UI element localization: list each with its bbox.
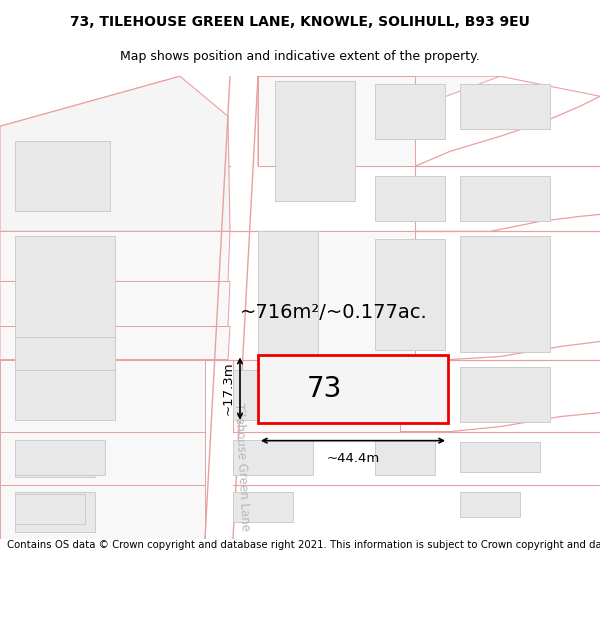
Bar: [233, 439, 313, 474]
Polygon shape: [0, 326, 230, 359]
Bar: [375, 439, 435, 474]
Polygon shape: [0, 281, 230, 326]
Polygon shape: [0, 76, 230, 231]
Bar: [375, 367, 445, 422]
Bar: [15, 447, 95, 477]
Bar: [375, 84, 445, 139]
Bar: [258, 354, 448, 422]
Bar: [460, 442, 540, 472]
Bar: [460, 236, 550, 351]
Polygon shape: [0, 485, 205, 539]
Text: ~44.4m: ~44.4m: [326, 452, 380, 464]
Bar: [258, 354, 448, 422]
Bar: [15, 439, 105, 474]
Bar: [275, 81, 355, 201]
Bar: [15, 236, 115, 356]
Bar: [15, 494, 85, 524]
Text: ~716m²/~0.177ac.: ~716m²/~0.177ac.: [240, 303, 428, 322]
Bar: [233, 369, 313, 419]
Bar: [233, 492, 293, 522]
Text: Tilehouse Green Lane: Tilehouse Green Lane: [232, 402, 252, 531]
Bar: [15, 492, 95, 532]
Bar: [258, 231, 415, 359]
Bar: [233, 359, 400, 432]
Text: Contains OS data © Crown copyright and database right 2021. This information is : Contains OS data © Crown copyright and d…: [7, 539, 600, 549]
Bar: [15, 336, 115, 417]
Bar: [15, 141, 110, 211]
Bar: [460, 367, 550, 422]
Bar: [460, 492, 520, 517]
Polygon shape: [258, 76, 500, 166]
Polygon shape: [0, 432, 205, 485]
Polygon shape: [0, 231, 230, 281]
Text: 73, TILEHOUSE GREEN LANE, KNOWLE, SOLIHULL, B93 9EU: 73, TILEHOUSE GREEN LANE, KNOWLE, SOLIHU…: [70, 15, 530, 29]
Bar: [375, 239, 445, 349]
Text: ~17.3m: ~17.3m: [222, 362, 235, 416]
Polygon shape: [0, 359, 205, 432]
Bar: [375, 176, 445, 221]
Bar: [460, 84, 550, 129]
Bar: [15, 369, 115, 419]
Bar: [258, 76, 415, 166]
Text: 73: 73: [307, 374, 342, 402]
Bar: [460, 176, 550, 221]
Text: Map shows position and indicative extent of the property.: Map shows position and indicative extent…: [120, 49, 480, 62]
Bar: [258, 231, 318, 359]
